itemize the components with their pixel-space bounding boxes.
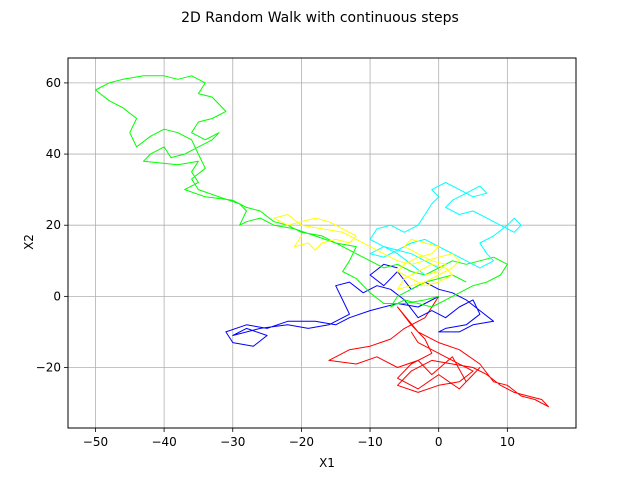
y-tick-label: 60 <box>46 76 61 90</box>
y-axis-ticks: −20 0 20 40 60 <box>36 76 68 375</box>
x-tick-label: 0 <box>435 435 443 449</box>
walk-line-4 <box>369 182 522 276</box>
walk-series <box>95 75 549 408</box>
walk-line-3 <box>95 75 508 308</box>
walk-line-5 <box>273 214 460 290</box>
x-tick-label: −40 <box>151 435 176 449</box>
grid-lines <box>68 58 576 428</box>
walk-line-2 <box>225 263 495 347</box>
x-axis-label: X1 <box>319 456 335 470</box>
x-axis-ticks: −50 −40 −30 −20 −10 0 10 <box>83 428 515 449</box>
y-tick-label: 20 <box>46 218 61 232</box>
walk-line-1 <box>328 296 549 408</box>
x-tick-label: 10 <box>500 435 515 449</box>
x-tick-label: −30 <box>220 435 245 449</box>
y-axis-label: X2 <box>22 234 36 250</box>
x-tick-label: −10 <box>357 435 382 449</box>
x-tick-label: −50 <box>83 435 108 449</box>
plot-frame <box>67 57 577 429</box>
chart-title: 2D Random Walk with continuous steps <box>181 10 459 26</box>
y-tick-label: 0 <box>53 289 61 303</box>
x-tick-label: −20 <box>289 435 314 449</box>
y-tick-label: 40 <box>46 147 61 161</box>
y-tick-label: −20 <box>36 361 61 375</box>
